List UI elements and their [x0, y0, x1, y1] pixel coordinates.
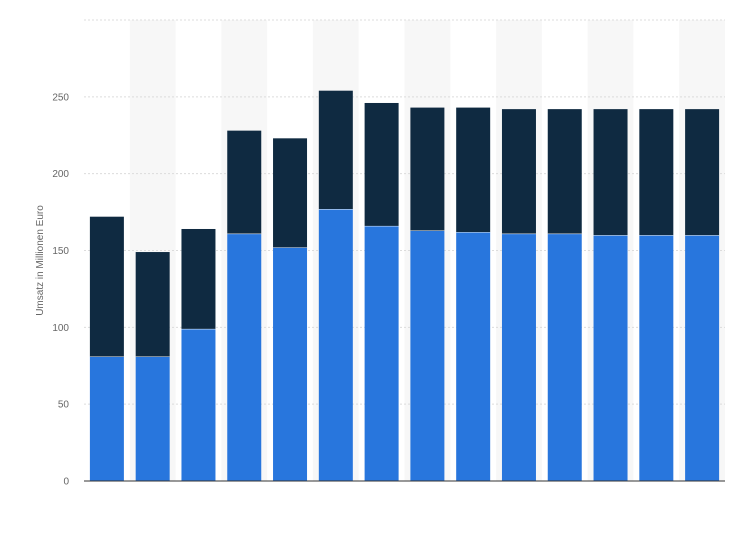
bar-segment-1 [181, 328, 216, 481]
bar-segment-1 [89, 356, 124, 481]
y-tick-label: 150 [52, 246, 69, 257]
bar-segment-2 [273, 138, 308, 248]
bar-segment-1 [227, 233, 262, 481]
bar-segment-1 [135, 356, 170, 481]
bar-segment-2 [410, 107, 445, 231]
bar-segment-2 [547, 109, 582, 234]
bar-segment-1 [318, 209, 353, 481]
bar-segment-2 [456, 107, 491, 233]
bar-segment-1 [273, 247, 308, 481]
bar-segment-2 [227, 130, 262, 234]
y-axis-title: Umsatz in Millionen Euro [35, 205, 46, 316]
y-tick-label: 250 [52, 92, 69, 103]
bar-segment-2 [89, 216, 124, 357]
bars [89, 90, 720, 481]
bar-segment-2 [318, 90, 353, 210]
y-tick-label: 0 [63, 477, 69, 488]
y-tick-label: 50 [58, 400, 70, 411]
bar-segment-1 [547, 233, 582, 481]
bar-segment-2 [181, 228, 216, 329]
bar-segment-1 [639, 235, 674, 481]
bar-segment-2 [364, 102, 399, 226]
bar-segment-1 [501, 233, 536, 481]
bar-segment-2 [685, 109, 720, 236]
bar-segment-1 [593, 235, 628, 481]
y-tick-label: 200 [52, 169, 69, 180]
bar-segment-2 [135, 252, 170, 357]
bar-segment-1 [410, 230, 445, 481]
y-tick-label: 100 [52, 323, 69, 334]
bar-segment-1 [364, 225, 399, 481]
bar-segment-2 [501, 109, 536, 234]
gridlines [84, 19, 725, 405]
bar-segment-1 [685, 235, 720, 481]
bar-segment-2 [639, 109, 674, 236]
bar-segment-2 [593, 109, 628, 236]
bar-segment-1 [456, 232, 491, 481]
y-axis-ticks: 0 50 100 150 200 250 [52, 92, 69, 487]
